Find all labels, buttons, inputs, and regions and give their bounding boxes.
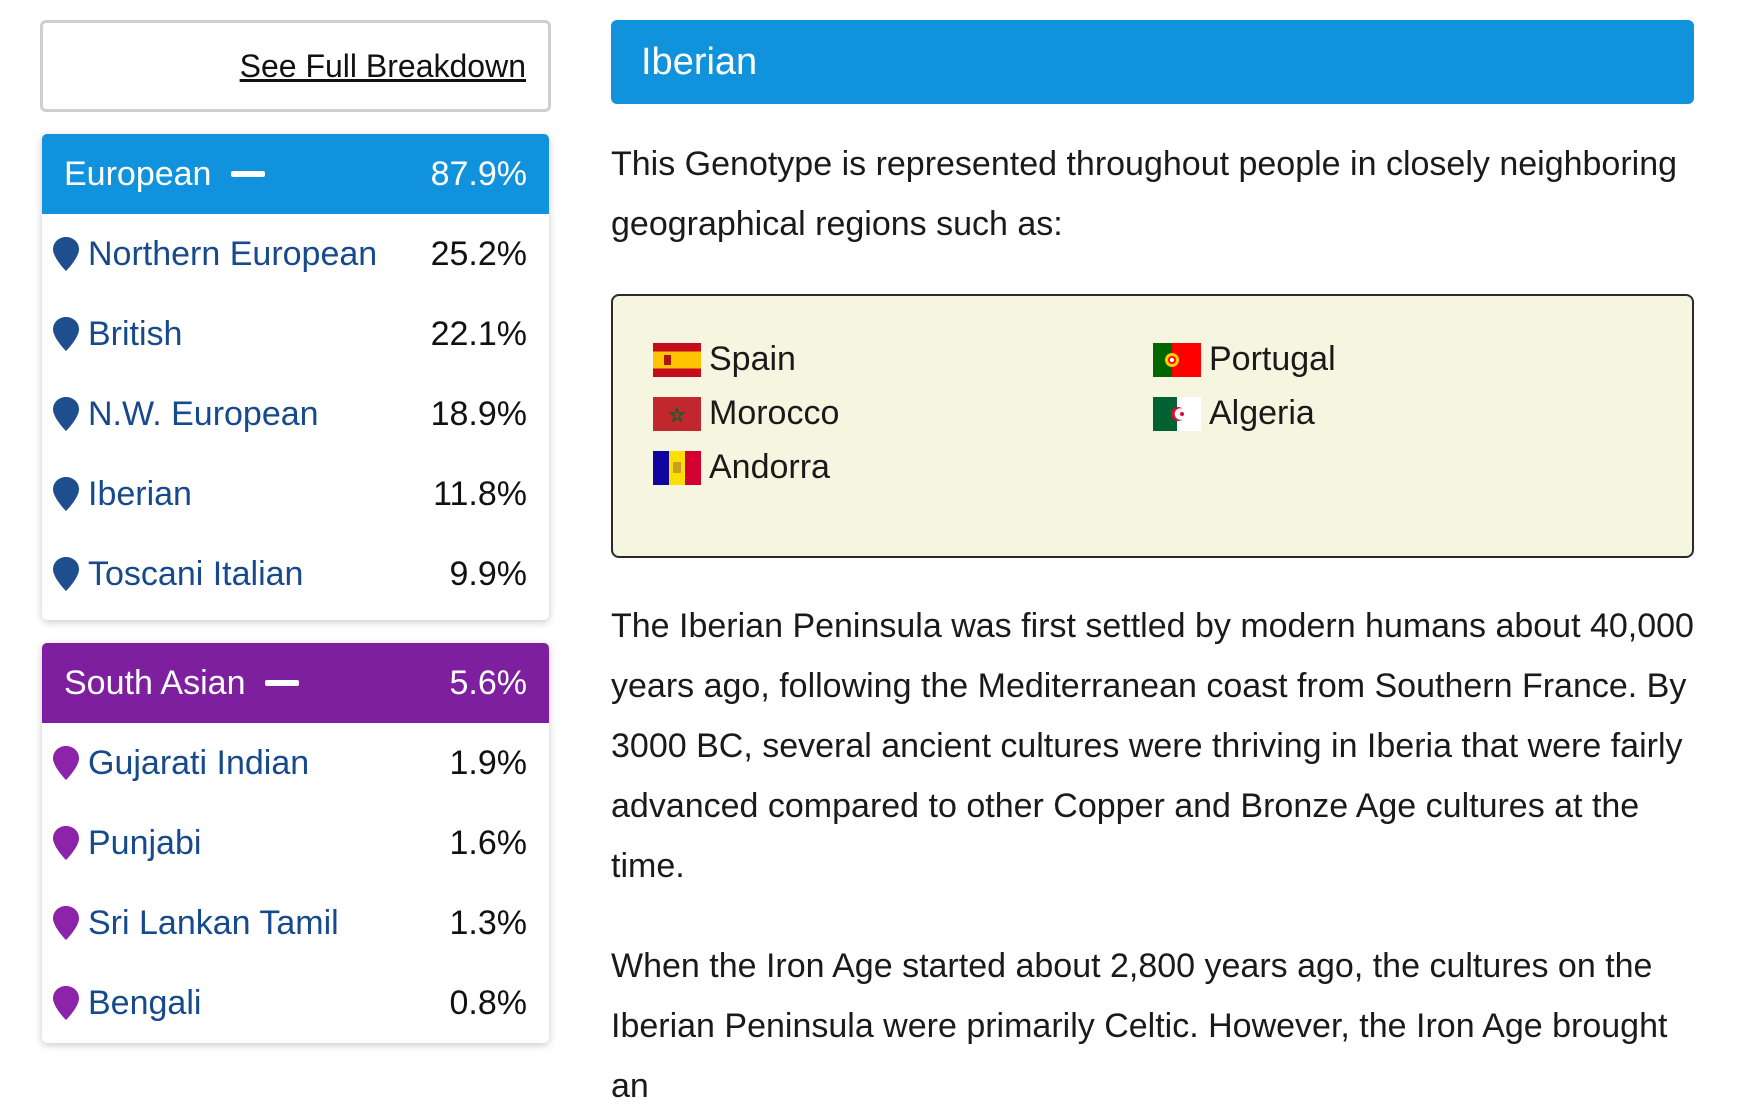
- ancestry-percentage: 22.1%: [430, 314, 527, 353]
- ancestry-label: Northern European: [88, 234, 378, 273]
- ancestry-label: Punjabi: [88, 823, 202, 862]
- map-pin-icon: [53, 397, 79, 431]
- ancestry-label: Iberian: [88, 474, 192, 513]
- andorra-flag-icon: [653, 450, 701, 485]
- ancestry-percentage: 1.3%: [449, 903, 528, 942]
- ancestry-row[interactable]: Bengali 0.8%: [42, 963, 549, 1043]
- ancestry-label: British: [88, 314, 183, 353]
- map-pin-icon: [53, 746, 79, 780]
- region-title: Iberian: [641, 40, 758, 83]
- ancestry-label: Toscani Italian: [88, 554, 304, 593]
- ancestry-label: Sri Lankan Tamil: [88, 903, 339, 942]
- map-pin-icon: [53, 826, 79, 860]
- collapse-minus-icon[interactable]: [265, 680, 300, 686]
- ancestry-group-south-asian: South Asian 5.6% Gujarati Indian 1.9% Pu…: [42, 643, 549, 1043]
- region-item: Portugal: [1153, 340, 1336, 379]
- ancestry-link[interactable]: Toscani Italian: [52, 555, 303, 594]
- region-name: Andorra: [709, 448, 830, 486]
- group-name: European: [64, 154, 212, 193]
- ancestry-percentage: 25.2%: [430, 234, 527, 273]
- region-name: Portugal: [1209, 340, 1336, 378]
- ancestry-percentage: 11.8%: [433, 474, 527, 513]
- ancestry-link[interactable]: N.W. European: [52, 395, 319, 434]
- map-pin-icon: [53, 237, 79, 271]
- region-item: Andorra: [653, 448, 830, 487]
- ancestry-row[interactable]: Toscani Italian 9.9%: [42, 534, 549, 614]
- region-item: Algeria: [1153, 394, 1315, 433]
- description-paragraph: The Iberian Peninsula was first settled …: [611, 607, 1694, 885]
- ancestry-link[interactable]: British: [52, 315, 182, 354]
- neighboring-regions-box: Spain Portugal Morocco Algeria: [611, 294, 1694, 558]
- group-header-european[interactable]: European 87.9%: [42, 134, 549, 214]
- map-pin-icon: [53, 317, 79, 351]
- map-pin-icon: [53, 986, 79, 1020]
- ancestry-label: Gujarati Indian: [88, 743, 310, 782]
- ancestry-percentage: 0.8%: [449, 983, 528, 1022]
- ancestry-row[interactable]: Punjabi 1.6%: [42, 803, 549, 883]
- ancestry-percentage: 1.6%: [449, 823, 528, 862]
- collapse-minus-icon[interactable]: [231, 171, 266, 177]
- ancestry-percentage: 9.9%: [449, 554, 528, 593]
- region-name: Algeria: [1209, 394, 1315, 432]
- morocco-flag-icon: [653, 396, 701, 431]
- intro-text: This Genotype is represented throughout …: [611, 145, 1678, 243]
- ancestry-link[interactable]: Bengali: [52, 984, 201, 1023]
- map-pin-icon: [53, 477, 79, 511]
- map-pin-icon: [53, 906, 79, 940]
- group-toggle[interactable]: South Asian: [64, 663, 300, 703]
- region-title-banner: Iberian: [611, 20, 1694, 104]
- ancestry-label: Bengali: [88, 983, 202, 1022]
- region-name: Spain: [709, 340, 796, 378]
- ancestry-label: N.W. European: [88, 394, 319, 433]
- group-header-south-asian[interactable]: South Asian 5.6%: [42, 643, 549, 723]
- region-detail-panel: Iberian This Genotype is represented thr…: [611, 20, 1694, 1116]
- ancestry-link[interactable]: Northern European: [52, 235, 377, 274]
- map-pin-icon: [53, 557, 79, 591]
- ancestry-link[interactable]: Gujarati Indian: [52, 744, 309, 783]
- group-percentage: 87.9%: [430, 154, 527, 193]
- ancestry-row[interactable]: Sri Lankan Tamil 1.3%: [42, 883, 549, 963]
- ancestry-group-european: European 87.9% Northern European 25.2% B…: [42, 134, 549, 620]
- see-full-breakdown-link[interactable]: See Full Breakdown: [239, 47, 526, 84]
- ancestry-sidebar: See Full Breakdown European 87.9% Northe…: [40, 20, 551, 1043]
- algeria-flag-icon: [1153, 396, 1201, 431]
- ancestry-percentage: 18.9%: [430, 394, 527, 433]
- ancestry-row[interactable]: Iberian 11.8%: [42, 454, 549, 534]
- description-paragraph: When the Iron Age started about 2,800 ye…: [611, 947, 1668, 1105]
- region-name: Morocco: [709, 394, 840, 432]
- spain-flag-icon: [653, 342, 701, 377]
- group-toggle[interactable]: European: [64, 154, 266, 194]
- region-item: Morocco: [653, 394, 839, 433]
- ancestry-row[interactable]: Northern European 25.2%: [42, 214, 549, 294]
- ancestry-link[interactable]: Iberian: [52, 475, 192, 514]
- region-item: Spain: [653, 340, 796, 379]
- ancestry-row[interactable]: N.W. European 18.9%: [42, 374, 549, 454]
- portugal-flag-icon: [1153, 342, 1201, 377]
- see-full-breakdown-box: See Full Breakdown: [40, 20, 551, 112]
- group-percentage: 5.6%: [449, 663, 528, 702]
- ancestry-row[interactable]: British 22.1%: [42, 294, 549, 374]
- ancestry-link[interactable]: Sri Lankan Tamil: [52, 904, 339, 943]
- ancestry-percentage: 1.9%: [449, 743, 528, 782]
- ancestry-link[interactable]: Punjabi: [52, 824, 201, 863]
- ancestry-row[interactable]: Gujarati Indian 1.9%: [42, 723, 549, 803]
- group-name: South Asian: [64, 663, 246, 702]
